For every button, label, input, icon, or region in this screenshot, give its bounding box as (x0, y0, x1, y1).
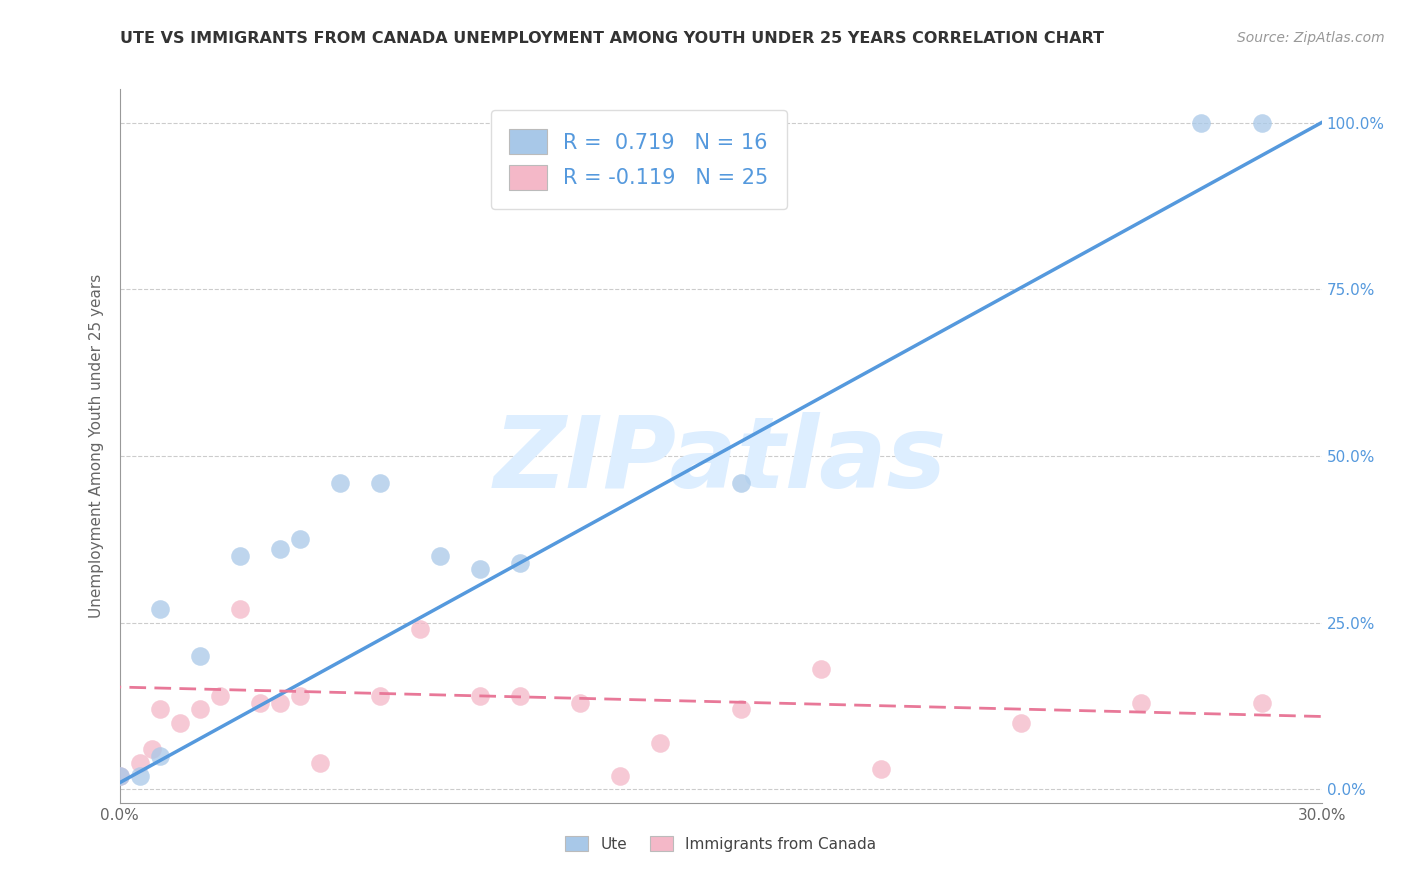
Point (1250, 696, 1272, 710)
Point (1010, 715, 1032, 730)
Point (149, 749, 172, 764)
Point (128, 769, 150, 783)
Point (169, 715, 191, 730)
Point (468, 562, 492, 576)
Point (228, 602, 252, 616)
Point (368, 689, 391, 703)
Point (149, 702, 172, 716)
Point (128, 756, 150, 770)
Point (468, 689, 492, 703)
Point (1130, 696, 1153, 710)
Point (869, 763, 893, 777)
Point (288, 689, 311, 703)
Point (1250, 115, 1272, 129)
Point (269, 696, 291, 710)
Text: UTE VS IMMIGRANTS FROM CANADA UNEMPLOYMENT AMONG YOUTH UNDER 25 YEARS CORRELATIO: UTE VS IMMIGRANTS FROM CANADA UNEMPLOYME… (120, 31, 1104, 46)
Point (730, 702, 752, 716)
Point (650, 736, 672, 750)
Point (208, 689, 231, 703)
Point (429, 549, 451, 563)
Point (149, 602, 172, 616)
Point (141, 742, 163, 756)
Point (368, 475, 391, 490)
Point (409, 623, 432, 637)
Text: Source: ZipAtlas.com: Source: ZipAtlas.com (1237, 31, 1385, 45)
Point (609, 769, 631, 783)
Point (228, 549, 252, 563)
Point (108, 769, 131, 783)
Legend: Ute, Immigrants from Canada: Ute, Immigrants from Canada (557, 828, 884, 859)
Point (188, 649, 211, 664)
Point (569, 696, 592, 710)
Point (108, 769, 131, 783)
Point (269, 542, 291, 557)
Point (1191, 115, 1213, 129)
Point (509, 556, 531, 570)
Point (810, 662, 832, 676)
Point (249, 696, 271, 710)
Y-axis label: Unemployment Among Youth under 25 years: Unemployment Among Youth under 25 years (89, 274, 104, 618)
Point (288, 533, 311, 547)
Point (329, 475, 352, 490)
Text: ZIPatlas: ZIPatlas (494, 412, 948, 508)
Point (730, 475, 752, 490)
Point (309, 756, 332, 770)
Point (188, 702, 211, 716)
Point (509, 689, 531, 703)
